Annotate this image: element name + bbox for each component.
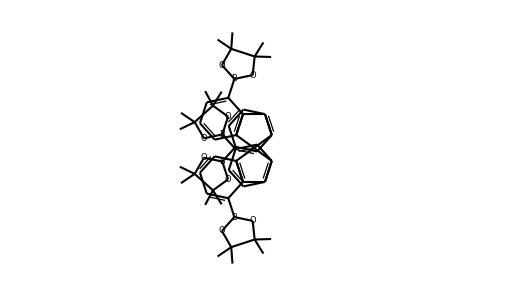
Text: O: O [201,134,207,143]
Text: O: O [218,61,225,70]
Text: B: B [232,213,237,221]
Text: B: B [232,75,237,83]
Text: O: O [201,153,207,162]
Text: O: O [218,226,225,235]
Text: O: O [225,175,232,184]
Text: B: B [219,157,225,166]
Text: O: O [225,112,232,121]
Text: O: O [249,216,256,226]
Text: O: O [249,70,256,80]
Text: B: B [219,130,225,139]
